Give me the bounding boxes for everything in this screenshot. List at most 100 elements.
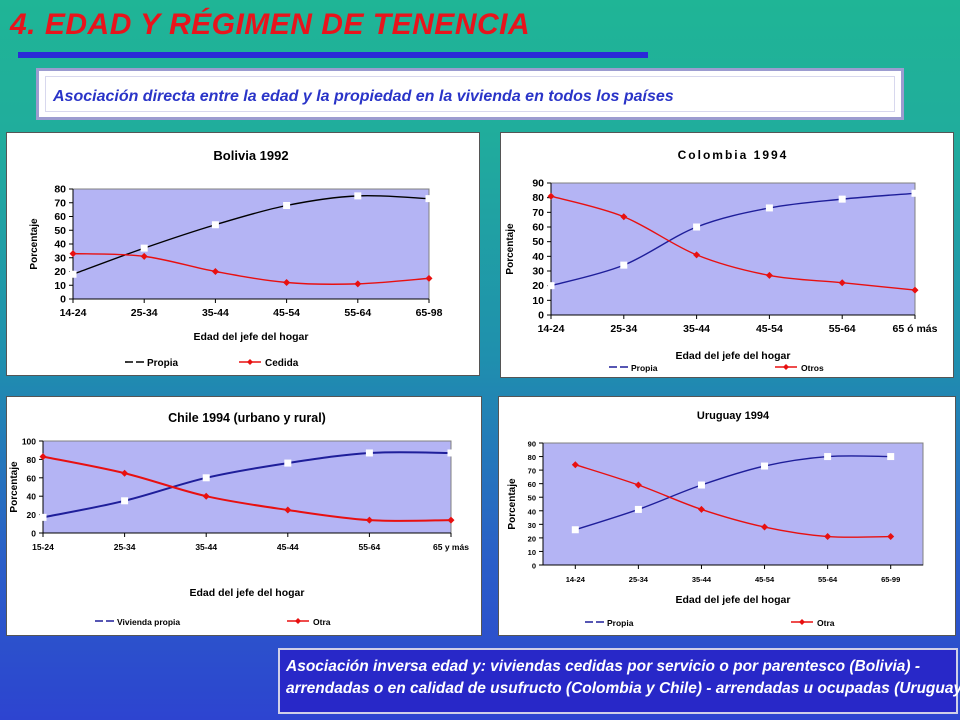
x-tick-label: 15-24: [32, 542, 54, 552]
series-a-marker: [447, 449, 455, 457]
y-tick-label: 40: [54, 239, 66, 251]
legend-label-a: Propia: [607, 618, 634, 628]
series-line-b: [42, 455, 452, 522]
y-tick-label: 90: [532, 178, 544, 190]
series-b-marker: [211, 268, 219, 275]
y-tick-label: 20: [532, 280, 544, 292]
x-tick-label: 55-64: [829, 323, 856, 335]
x-tick-label: 45-44: [277, 542, 299, 552]
chart-svg-uruguay: Uruguay 1994 0 10 20 30 40 50 60 70 80 90 14-24 25-3…: [507, 410, 924, 628]
y-tick-label: 60: [528, 480, 536, 489]
chart-title: Colombia 1994: [678, 148, 789, 162]
chart-title: Chile 1994 (urbano y rural): [168, 411, 326, 425]
x-tick-label: 25-34: [131, 307, 158, 319]
y-tick-label: 80: [54, 184, 66, 196]
series-a-marker: [824, 453, 832, 461]
series-b-marker: [634, 481, 642, 489]
x-tick-label: 65 ó más: [893, 323, 938, 335]
y-tick-label: 40: [532, 251, 544, 263]
subtitle-box: Asociación directa entre la edad y la pr…: [36, 68, 904, 120]
y-axis-label: Porcentaje: [507, 478, 518, 530]
subtitle-inner-border: [45, 76, 895, 112]
y-tick-label: 30: [528, 521, 536, 530]
series-a-marker: [887, 453, 895, 461]
series-line-b: [72, 252, 430, 285]
series-a-marker: [425, 195, 433, 203]
x-tick-label: 35-44: [195, 542, 217, 552]
plot-area: [550, 182, 916, 316]
series-line-a: [550, 192, 916, 287]
series-b-marker: [140, 252, 148, 260]
series-b-marker: [765, 271, 773, 279]
series-b-marker: [283, 279, 291, 286]
chart-svg-chile: Chile 1994 (urbano y rural) 0 20 40 60 80 100 1…: [9, 411, 469, 627]
y-tick-label: 30: [54, 252, 66, 264]
series-b-marker: [887, 533, 895, 541]
series-b-marker: [284, 506, 292, 514]
series-b-marker: [571, 461, 579, 469]
x-axis-label: Edad del jefe del hogar: [676, 350, 791, 362]
y-tick-label: 80: [532, 192, 544, 204]
conclusion-line-1: Asociación inversa edad y: viviendas ced…: [286, 658, 920, 675]
conclusion-line-2: arrendadas o en calidad de usufructo (Co…: [286, 680, 960, 697]
y-tick-label: 100: [22, 437, 36, 447]
conclusion-box: Asociación inversa edad y: viviendas ced…: [278, 648, 960, 714]
series-b-marker: [39, 453, 47, 461]
x-tick-label: 55-64: [359, 542, 381, 552]
x-axis-label: Edad del jefe del hogar: [676, 594, 791, 606]
x-tick-label: 45-54: [755, 575, 775, 584]
x-tick-label: 35-44: [692, 575, 712, 584]
series-a-marker: [547, 282, 555, 290]
title-underline: [18, 52, 648, 58]
y-tick-label: 0: [538, 310, 544, 322]
y-tick-label: 80: [528, 453, 536, 462]
series-a-marker: [693, 223, 701, 231]
series-line-b: [550, 195, 916, 291]
plot-area: [542, 442, 924, 566]
series-a-marker: [39, 513, 47, 521]
chart-panel-bolivia: Bolivia 1992 0 10 20 30 40 50 60 70 80 14-24 25-34 3…: [6, 132, 480, 376]
x-tick-label: 25-34: [610, 323, 637, 335]
y-tick-label: 10: [54, 280, 66, 292]
series-a-marker: [634, 505, 642, 513]
series-b-marker: [838, 279, 846, 287]
series-b-marker: [761, 523, 769, 531]
y-tick-label: 90: [528, 440, 536, 449]
y-axis-label: Porcentaje: [29, 218, 40, 270]
series-a-marker: [283, 202, 291, 209]
series-b-marker: [365, 516, 373, 524]
series-a-marker: [202, 474, 210, 482]
x-tick-label: 55-64: [344, 307, 371, 319]
y-tick-label: 50: [54, 225, 66, 237]
x-axis-label: Edad del jefe del hogar: [190, 587, 305, 599]
series-b-marker: [547, 192, 555, 200]
conclusion-text: Asociación inversa edad y: viviendas ced…: [286, 656, 960, 700]
series-a-marker: [354, 192, 362, 200]
series-a-marker: [69, 270, 77, 278]
y-tick-label: 60: [54, 211, 66, 223]
series-b-marker: [620, 213, 628, 221]
legend-label-a: Vivienda propia: [117, 617, 180, 627]
series-b-marker: [693, 251, 701, 259]
legend-label-b: Otros: [801, 363, 824, 373]
y-tick-label: 60: [532, 222, 544, 234]
y-axis-label: Porcentaje: [505, 223, 516, 275]
series-b-marker: [425, 274, 433, 282]
y-tick-label: 50: [532, 236, 544, 248]
series-a-marker: [284, 459, 292, 467]
series-b-marker: [824, 533, 832, 541]
y-tick-label: 70: [528, 467, 536, 476]
series-b-marker: [447, 516, 455, 524]
x-tick-label: 14-24: [566, 575, 586, 584]
series-b-marker: [697, 505, 705, 513]
series-a-marker: [365, 449, 373, 457]
series-a-marker: [211, 221, 219, 229]
legend-label-b: Otra: [313, 617, 331, 627]
series-a-marker: [911, 189, 919, 197]
y-tick-label: 50: [528, 494, 536, 503]
series-b-marker: [202, 492, 210, 500]
plot-area: [42, 440, 452, 534]
x-tick-label: 65-98: [416, 307, 443, 319]
y-tick-label: 70: [532, 207, 544, 219]
series-a-marker: [571, 526, 579, 534]
